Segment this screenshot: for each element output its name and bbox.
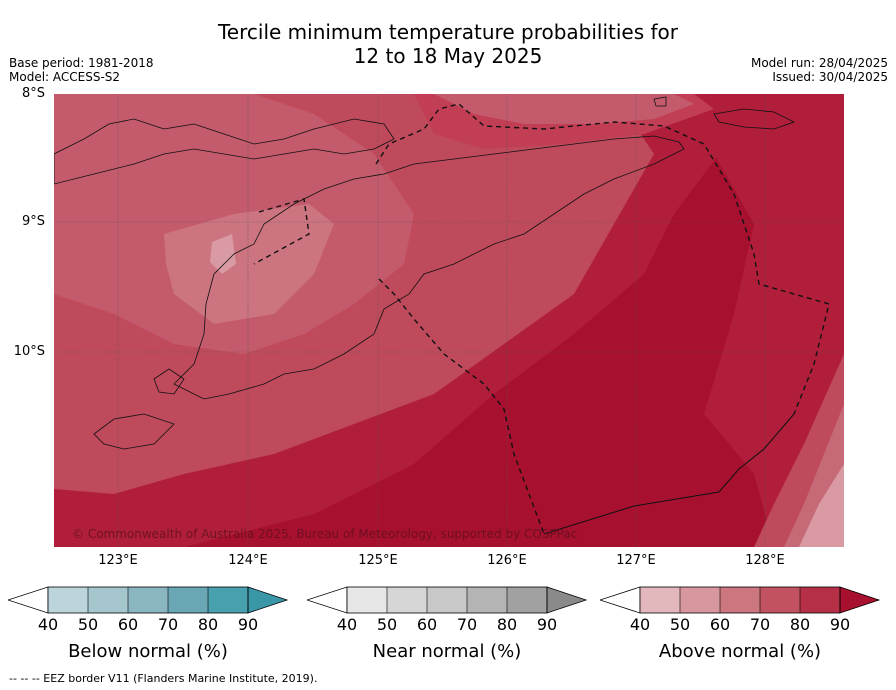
tick-label: 80 (496, 615, 518, 634)
timor-coast (173, 135, 685, 400)
chart-title-line1: Tercile minimum temperature probabilitie… (217, 20, 679, 44)
probability-map: © Commonwealth of Australia 2025. Bureau… (54, 94, 844, 547)
tick-label: 80 (789, 615, 811, 634)
tick-label: 90 (829, 615, 851, 634)
lat-label-9s: 9°S (21, 214, 45, 229)
tick-label: 40 (336, 615, 358, 634)
coastlines (54, 96, 796, 450)
colorbar-below-seg-90 (208, 587, 248, 613)
colorbar-near-tri-right (546, 586, 588, 614)
colorbar-above (600, 586, 881, 614)
colorbar-near-seg-80 (467, 587, 507, 613)
model-label: Model: ACCESS-S2 (9, 70, 121, 84)
eez-border (253, 103, 830, 535)
model-run-label: Model run: 28/04/2025 (750, 56, 888, 70)
tick-label: 60 (117, 615, 139, 634)
boundary-solid (543, 413, 795, 535)
chart-title-line2: 12 to 18 May 2025 (353, 44, 543, 68)
colorbar-above-seg-60 (680, 587, 720, 613)
tick-label: 90 (237, 615, 259, 634)
colorbar-below-seg-80 (168, 587, 208, 613)
contour-40 (210, 234, 236, 274)
tick-label: 40 (629, 615, 651, 634)
lon-label-128e: 128°E (745, 553, 785, 568)
wetar-island (713, 108, 796, 130)
issued-label: Issued: 30/04/2025 (772, 70, 888, 84)
colorbar-below-tri-left (8, 586, 49, 614)
colorbar-below (8, 586, 289, 614)
tick-label: 70 (456, 615, 478, 634)
lon-label-127e: 127°E (616, 553, 656, 568)
colorbar-near-seg-90 (507, 587, 547, 613)
colorbar-near-tri-left (307, 586, 348, 614)
map-copyright: © Commonwealth of Australia 2025. Bureau… (72, 527, 577, 541)
lon-label-124e: 124°E (228, 553, 268, 568)
colorbar-below-seg-50 (48, 587, 88, 613)
tick-label: 70 (157, 615, 179, 634)
contour-80-east (634, 94, 844, 547)
tick-label: 60 (709, 615, 731, 634)
colorbar-below-seg-60 (88, 587, 128, 613)
meta-right: Model run: 28/04/2025 Issued: 30/04/2025 (751, 56, 888, 84)
tick-label: 60 (416, 615, 438, 634)
tick-label: 70 (749, 615, 771, 634)
colorbar-above-seg-70 (720, 587, 760, 613)
contour-50-se (799, 464, 844, 547)
colorbar-below-title: Below normal (%) (68, 641, 228, 662)
tick-label: 50 (669, 615, 691, 634)
colorbar-near-seg-50 (347, 587, 387, 613)
colorbar-above-seg-90 (800, 587, 840, 613)
lat-label-10s: 10°S (13, 344, 45, 359)
colorbar-below-tri-right (247, 586, 289, 614)
tick-label: 80 (197, 615, 219, 634)
eez-legend-note: -- -- -- EEZ border V11 (Flanders Marine… (9, 672, 318, 685)
colorbar-above-seg-50 (640, 587, 680, 613)
meta-left: Base period: 1981-2018 Model: ACCESS-S2 (9, 56, 154, 84)
colorbar-near-seg-60 (387, 587, 427, 613)
colorbar-above-tri-right (839, 586, 881, 614)
colorbar-near-seg-70 (427, 587, 467, 613)
rote-island (153, 368, 185, 395)
colorbar-near (307, 586, 588, 614)
colorbar-above-title: Above normal (%) (658, 641, 822, 662)
tick-label: 50 (376, 615, 398, 634)
colorbar-above-tri-left (600, 586, 641, 614)
contour-50 (164, 204, 334, 324)
flores-coast (54, 118, 395, 185)
base-period-label: Base period: 1981-2018 (9, 56, 154, 70)
lon-label-125e: 125°E (358, 553, 398, 568)
lat-label-8s: 8°S (21, 86, 45, 101)
colorbar-near-title: Near normal (%) (372, 641, 522, 662)
gridlines (54, 94, 844, 547)
tick-label: 40 (37, 615, 59, 634)
lon-label-126e: 126°E (487, 553, 527, 568)
colorbar-above-seg-80 (760, 587, 800, 613)
north-islet (653, 96, 667, 107)
colorbar-below-seg-70 (128, 587, 168, 613)
tick-label: 90 (536, 615, 558, 634)
lon-label-123e: 123°E (98, 553, 138, 568)
colorbar-below-segments (48, 587, 248, 613)
tick-label: 50 (77, 615, 99, 634)
contour-60-north (434, 94, 694, 124)
savu-island (93, 413, 175, 450)
